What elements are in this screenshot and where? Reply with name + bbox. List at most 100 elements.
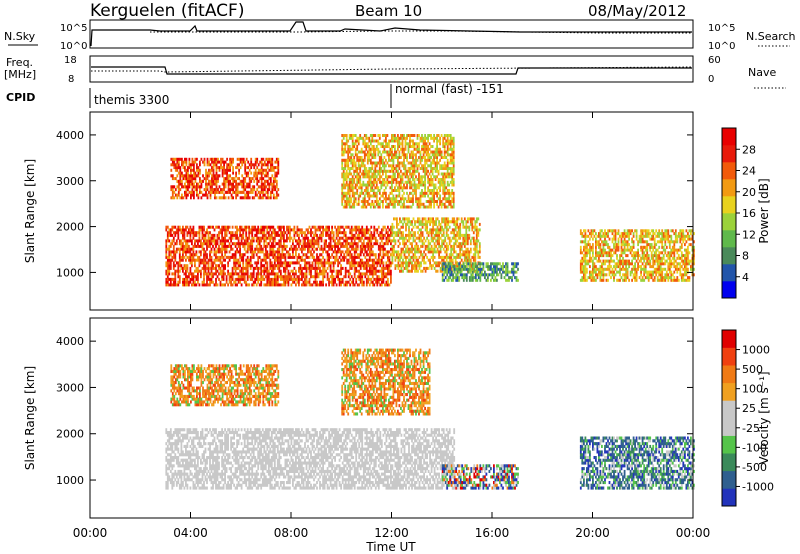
data-cell — [451, 180, 454, 184]
data-cell — [436, 231, 439, 235]
data-cell — [412, 161, 414, 165]
data-cell — [168, 255, 171, 259]
data-cell — [283, 275, 285, 279]
data-cell — [177, 280, 180, 284]
data-cell — [272, 179, 275, 183]
data-cell — [448, 175, 451, 179]
data-cell — [409, 180, 411, 184]
data-cell — [429, 222, 431, 226]
data-cell — [451, 247, 454, 251]
data-cell — [416, 134, 419, 137]
data-cell — [366, 180, 369, 184]
data-cell — [364, 275, 367, 279]
data-cell — [226, 171, 228, 175]
data-cell — [262, 190, 265, 194]
data-cell — [430, 136, 432, 140]
data-cell — [208, 179, 210, 183]
data-cell — [186, 283, 189, 287]
data-cell — [444, 225, 447, 229]
data-cell — [427, 136, 429, 140]
data-cell — [304, 233, 306, 237]
data-cell — [372, 180, 375, 184]
data-cell — [435, 220, 437, 224]
data-cell — [281, 225, 284, 229]
data-cell — [284, 239, 287, 243]
data-cell — [415, 225, 418, 229]
data-cell — [430, 264, 433, 268]
data-cell — [260, 231, 263, 235]
data-cell — [266, 236, 269, 240]
data-cell — [326, 233, 329, 237]
data-cell — [210, 266, 213, 270]
data-cell — [215, 179, 218, 183]
data-cell — [371, 269, 374, 273]
data-cell — [398, 150, 401, 154]
data-cell — [242, 266, 245, 270]
data-cell — [415, 242, 418, 246]
data-cell — [236, 242, 238, 246]
data-cell — [252, 236, 255, 240]
data-cell — [456, 270, 459, 274]
data-cell — [410, 134, 413, 137]
data-cell — [472, 236, 475, 240]
data-cell — [449, 136, 452, 140]
data-cell — [310, 242, 312, 246]
data-cell — [247, 193, 250, 197]
data-cell — [427, 180, 429, 184]
data-cell — [217, 174, 219, 178]
data-cell — [397, 169, 399, 173]
data-cell — [357, 156, 360, 159]
data-cell — [328, 258, 330, 262]
data-cell — [190, 174, 192, 178]
data-cell — [373, 242, 376, 246]
data-cell — [451, 178, 454, 181]
data-cell — [272, 182, 275, 186]
data-cell — [439, 261, 442, 265]
data-cell — [342, 178, 345, 181]
data-cell — [341, 266, 344, 270]
data-cell — [355, 255, 358, 259]
data-cell — [411, 264, 413, 268]
data-cell — [264, 253, 267, 257]
data-cell — [204, 272, 207, 276]
data-cell — [242, 242, 245, 246]
data-cell — [224, 185, 227, 189]
data-cell — [238, 182, 240, 186]
data-cell — [295, 272, 297, 276]
data-cell — [352, 255, 355, 259]
data-cell — [231, 247, 234, 251]
data-cell — [257, 261, 260, 265]
data-cell — [240, 236, 243, 240]
data-cell — [409, 161, 411, 165]
data-cell — [304, 266, 306, 270]
data-cell — [302, 266, 305, 270]
data-cell — [175, 269, 178, 273]
data-cell — [345, 161, 348, 165]
data-cell — [373, 253, 376, 257]
data-cell — [424, 161, 426, 165]
data-cell — [200, 253, 202, 257]
data-cell — [409, 205, 411, 209]
data-cell — [276, 266, 279, 270]
data-cell — [403, 202, 405, 206]
data-cell — [397, 244, 400, 248]
data-cell — [242, 182, 245, 186]
data-cell — [382, 145, 384, 148]
data-cell — [351, 158, 354, 162]
data-cell — [270, 266, 273, 270]
data-cell — [437, 191, 440, 195]
data-cell — [422, 169, 425, 173]
data-cell — [319, 253, 321, 257]
data-cell — [227, 261, 229, 265]
data-cell — [251, 272, 254, 276]
data-cell — [328, 283, 330, 287]
data-cell — [434, 200, 437, 203]
data-cell — [424, 180, 426, 184]
data-cell — [313, 242, 315, 246]
data-cell — [412, 231, 415, 235]
data-cell — [265, 163, 268, 167]
data-cell — [395, 200, 398, 203]
data-cell — [193, 185, 195, 189]
data-cell — [386, 180, 389, 184]
data-cell — [187, 171, 189, 175]
